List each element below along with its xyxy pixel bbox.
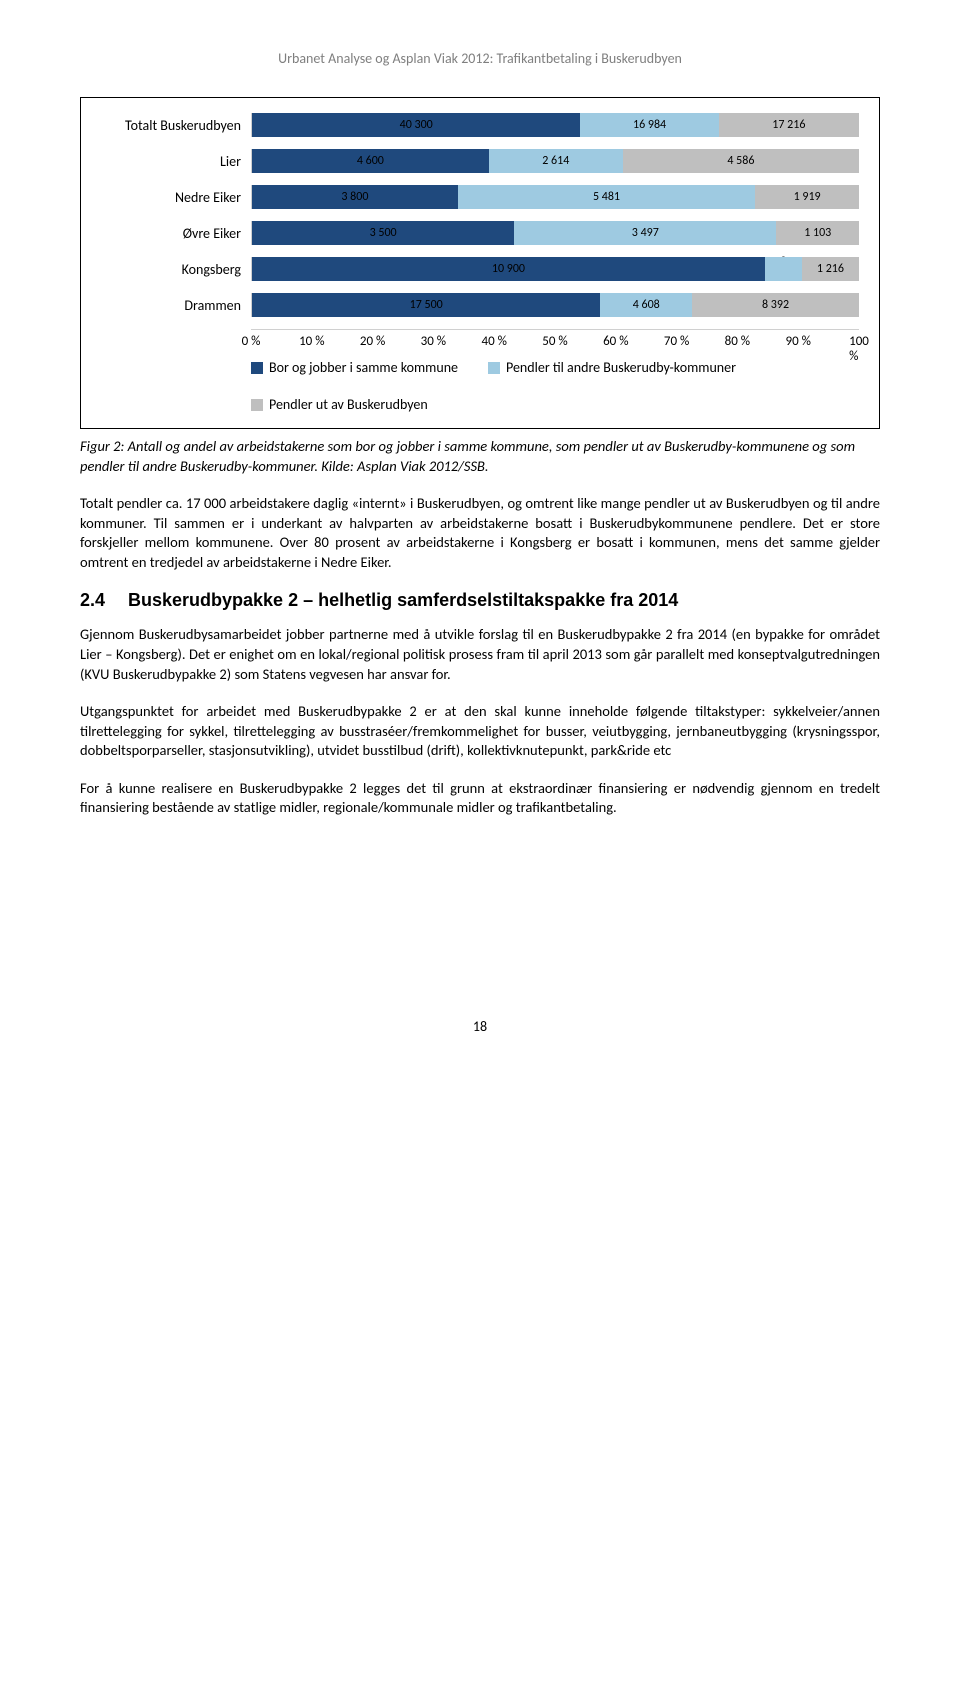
chart-row: Nedre Eiker3 8005 4811 919 xyxy=(101,185,859,209)
bar-segment xyxy=(765,257,802,281)
chart-legend: Bor og jobber i samme kommune Pendler til… xyxy=(101,359,859,413)
axis-tick: 10 % xyxy=(299,334,324,349)
bar-area: 17 5004 6088 392 xyxy=(251,293,859,317)
bar-segment: 4 586 xyxy=(623,149,859,173)
category-label: Øvre Eiker xyxy=(101,225,251,242)
bar-segment: 3 800 xyxy=(252,185,458,209)
bar-segment: 5 481 xyxy=(458,185,755,209)
document-page: Urbanet Analyse og Asplan Viak 2012: Tra… xyxy=(0,0,960,1075)
bar-segment: 3 500 xyxy=(252,221,514,245)
body-paragraph: Totalt pendler ca. 17 000 arbeidstakere … xyxy=(80,494,880,572)
axis-tick: 80 % xyxy=(725,334,750,349)
chart-row: Totalt Buskerudbyen40 30016 98417 216 xyxy=(101,113,859,137)
stacked-bar-chart: Totalt Buskerudbyen40 30016 98417 216Lie… xyxy=(80,97,880,429)
bar-segment: 8 392 xyxy=(692,293,859,317)
bar-segment: 4 608 xyxy=(600,293,692,317)
axis-tick: 70 % xyxy=(664,334,689,349)
legend-swatch xyxy=(251,362,263,374)
legend-label: Bor og jobber i samme kommune xyxy=(269,359,458,376)
bar-segment: 3 497 xyxy=(514,221,776,245)
legend-swatch xyxy=(488,362,500,374)
category-label: Nedre Eiker xyxy=(101,189,251,206)
section-heading: 2.4Buskerudbypakke 2 – helhetlig samferd… xyxy=(80,590,880,611)
bar-segment: 10 900 xyxy=(252,257,765,281)
chart-row: Lier4 6002 6144 586 xyxy=(101,149,859,173)
axis-tick: 100 % xyxy=(849,334,869,364)
legend-swatch xyxy=(251,399,263,411)
bar-segment: 17 500 xyxy=(252,293,600,317)
chart-row: Kongsberg78410 9001 216 xyxy=(101,257,859,281)
axis-tick: 90 % xyxy=(785,334,810,349)
legend-label: Pendler ut av Buskerudbyen xyxy=(269,396,428,413)
body-paragraph: Gjennom Buskerudbysamarbeidet jobber par… xyxy=(80,625,880,684)
x-axis: 0 %10 %20 %30 %40 %50 %60 %70 %80 %90 %1… xyxy=(101,329,859,349)
page-header: Urbanet Analyse og Asplan Viak 2012: Tra… xyxy=(80,50,880,67)
chart-row: Øvre Eiker3 5003 4971 103 xyxy=(101,221,859,245)
body-paragraph: For å kunne realisere en Buskerudbypakke… xyxy=(80,779,880,818)
bar-segment: 4 600 xyxy=(252,149,489,173)
bar-segment: 17 216 xyxy=(719,113,859,137)
bar-area: 40 30016 98417 216 xyxy=(251,113,859,137)
bar-area: 3 5003 4971 103 xyxy=(251,221,859,245)
bar-area: 78410 9001 216 xyxy=(251,257,859,281)
category-label: Lier xyxy=(101,153,251,170)
category-label: Drammen xyxy=(101,297,251,314)
bar-area: 4 6002 6144 586 xyxy=(251,149,859,173)
chart-row: Drammen17 5004 6088 392 xyxy=(101,293,859,317)
heading-number: 2.4 xyxy=(80,590,128,611)
legend-item: Pendler til andre Buskerudby-kommuner xyxy=(488,359,736,376)
heading-text: Buskerudbypakke 2 – helhetlig samferdsel… xyxy=(128,590,678,610)
bar-area: 3 8005 4811 919 xyxy=(251,185,859,209)
category-label: Totalt Buskerudbyen xyxy=(101,117,251,134)
category-label: Kongsberg xyxy=(101,261,251,278)
page-number: 18 xyxy=(80,1018,880,1035)
bar-segment: 40 300 xyxy=(252,113,580,137)
legend-item: Bor og jobber i samme kommune xyxy=(251,359,458,376)
bar-segment: 1 919 xyxy=(755,185,859,209)
axis-tick: 30 % xyxy=(421,334,446,349)
axis-tick: 20 % xyxy=(360,334,385,349)
legend-item: Pendler ut av Buskerudbyen xyxy=(251,396,428,413)
bar-segment: 2 614 xyxy=(489,149,623,173)
axis-tick: 50 % xyxy=(542,334,567,349)
axis-tick: 0 % xyxy=(242,334,261,349)
axis-tick: 40 % xyxy=(481,334,506,349)
bar-segment: 1 103 xyxy=(776,221,859,245)
body-paragraph: Utgangspunktet for arbeidet med Buskerud… xyxy=(80,702,880,761)
axis-tick: 60 % xyxy=(603,334,628,349)
figure-caption: Figur 2: Antall og andel av arbeidstaker… xyxy=(80,437,880,476)
legend-label: Pendler til andre Buskerudby-kommuner xyxy=(506,359,736,376)
bar-segment: 16 984 xyxy=(580,113,718,137)
bar-segment: 1 216 xyxy=(802,257,859,281)
